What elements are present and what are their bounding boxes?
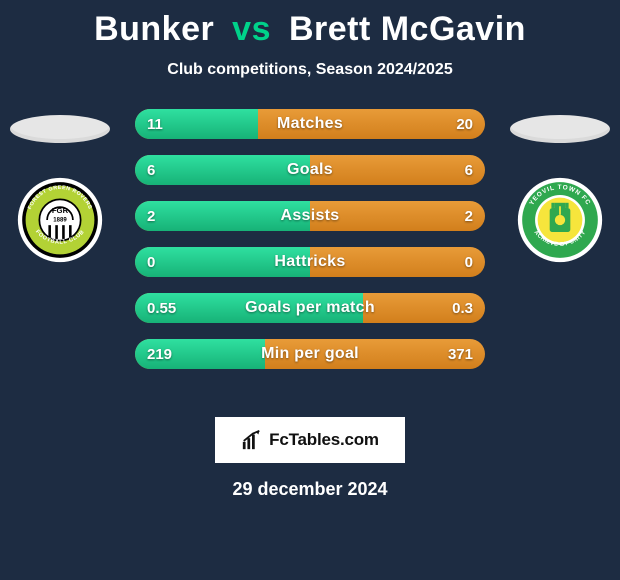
stat-row: 219371Min per goal bbox=[135, 339, 485, 369]
brand-text: FcTables.com bbox=[269, 430, 379, 450]
stat-row: 0.550.3Goals per match bbox=[135, 293, 485, 323]
stat-label: Assists bbox=[135, 201, 485, 231]
svg-text:FGR: FGR bbox=[52, 206, 69, 215]
stat-row: 22Assists bbox=[135, 201, 485, 231]
svg-text:1889: 1889 bbox=[53, 218, 67, 224]
left-player-column: FGR 1889 FOREST GREEN ROVERS FOOTBALL CL… bbox=[0, 109, 120, 263]
player2-name: Brett McGavin bbox=[289, 10, 526, 48]
snapshot-date: 29 december 2024 bbox=[0, 479, 620, 500]
stat-row: 00Hattricks bbox=[135, 247, 485, 277]
stat-row: 1120Matches bbox=[135, 109, 485, 139]
stat-label: Matches bbox=[135, 109, 485, 139]
comparison-title: Bunker vs Brett McGavin bbox=[0, 0, 620, 49]
vs-label: vs bbox=[232, 10, 271, 48]
right-player-column: YEOVIL TOWN FC ACHIEVE BY UNITY bbox=[500, 109, 620, 263]
stat-row: 66Goals bbox=[135, 155, 485, 185]
comparison-content: FGR 1889 FOREST GREEN ROVERS FOOTBALL CL… bbox=[0, 109, 620, 399]
stat-label: Hattricks bbox=[135, 247, 485, 277]
player1-name: Bunker bbox=[94, 10, 214, 48]
club-badge-left: FGR 1889 FOREST GREEN ROVERS FOOTBALL CL… bbox=[17, 177, 103, 263]
flag-icon bbox=[510, 115, 610, 143]
club-crest-icon: FGR 1889 FOREST GREEN ROVERS FOOTBALL CL… bbox=[17, 177, 103, 263]
stat-label: Goals bbox=[135, 155, 485, 185]
brand-tag: FcTables.com bbox=[215, 417, 405, 463]
club-badge-right: YEOVIL TOWN FC ACHIEVE BY UNITY bbox=[517, 177, 603, 263]
brand-logo-icon bbox=[241, 429, 263, 451]
stat-bars: 1120Matches 66Goals 22Assists 00Hattricks 0.… bbox=[135, 109, 485, 369]
stat-label: Min per goal bbox=[135, 339, 485, 369]
subtitle: Club competitions, Season 2024/2025 bbox=[0, 61, 620, 79]
flag-icon bbox=[10, 115, 110, 143]
club-crest-icon: YEOVIL TOWN FC ACHIEVE BY UNITY bbox=[517, 177, 603, 263]
stat-label: Goals per match bbox=[135, 293, 485, 323]
